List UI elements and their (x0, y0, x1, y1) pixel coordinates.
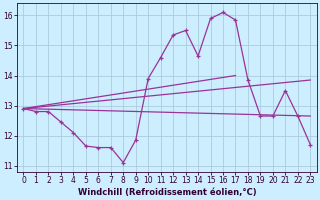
X-axis label: Windchill (Refroidissement éolien,°C): Windchill (Refroidissement éolien,°C) (77, 188, 256, 197)
